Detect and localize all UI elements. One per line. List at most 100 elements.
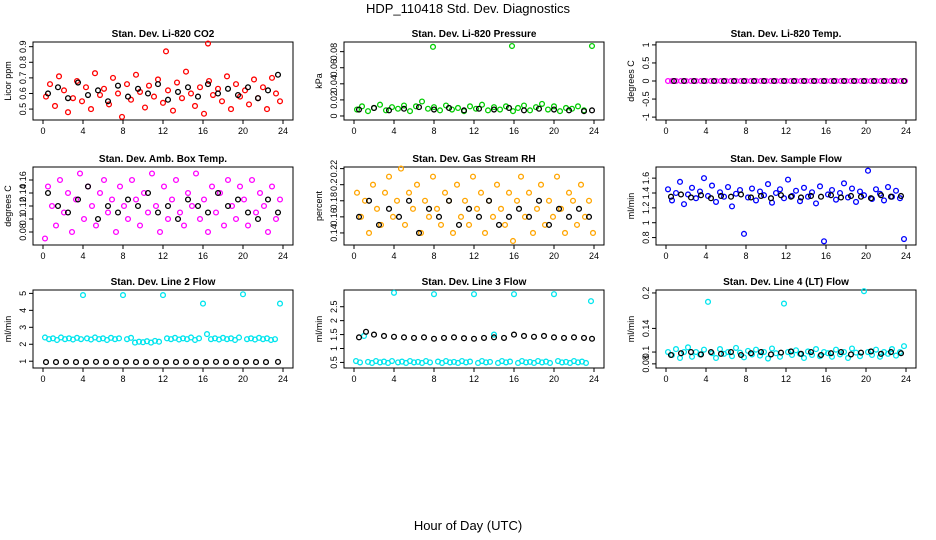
series-1 xyxy=(353,42,596,115)
x-tick-label: 8 xyxy=(120,374,125,384)
x-tick-label: 12 xyxy=(781,374,791,384)
data-point xyxy=(244,209,252,216)
data-point xyxy=(96,189,104,197)
data-point xyxy=(401,221,409,228)
series-2 xyxy=(667,348,905,359)
data-point xyxy=(92,222,100,229)
data-point xyxy=(274,358,282,365)
data-point xyxy=(465,221,473,228)
data-point xyxy=(677,350,685,357)
data-point xyxy=(672,346,680,353)
data-point xyxy=(465,205,473,212)
y-tick-label: 0.06 xyxy=(329,59,339,77)
data-point xyxy=(150,93,158,100)
data-point xyxy=(588,42,596,50)
panel-title: Stan. Dev. Line 2 Flow xyxy=(111,277,216,288)
data-point xyxy=(454,104,462,111)
data-point xyxy=(812,346,820,353)
data-point xyxy=(462,359,470,366)
data-point xyxy=(478,101,486,108)
data-point xyxy=(232,215,240,223)
data-point xyxy=(737,351,745,359)
y-tick-label: 1.4 xyxy=(641,187,651,200)
data-point xyxy=(128,176,136,184)
x-tick-label: 24 xyxy=(901,126,911,136)
data-point xyxy=(502,359,510,366)
data-point xyxy=(69,95,77,102)
panel-1: Stan. Dev. Li-820 CO2 0 4 8 12 16 20 24 0.5 0.6 0.… xyxy=(3,29,294,136)
data-point xyxy=(466,103,474,110)
data-point xyxy=(460,335,468,342)
data-point xyxy=(868,351,876,359)
data-point xyxy=(232,81,240,88)
series-1 xyxy=(41,291,284,346)
data-point xyxy=(174,215,182,223)
data-point xyxy=(732,190,740,197)
x-tick-label: 8 xyxy=(120,126,125,136)
data-point xyxy=(212,358,220,365)
data-point xyxy=(208,183,216,190)
data-point xyxy=(700,77,708,85)
data-point xyxy=(550,103,558,110)
panel-4: Stan. Dev. Amb. Box Temp. 0 4 8 12 16 20 24 0.08… xyxy=(3,154,294,261)
panel-title: Stan. Dev. Line 3 Flow xyxy=(422,277,527,288)
data-point xyxy=(116,183,124,190)
data-point xyxy=(152,358,160,365)
data-point xyxy=(585,213,593,220)
data-point xyxy=(164,87,172,94)
data-point xyxy=(697,192,705,199)
data-point xyxy=(490,334,498,341)
data-point xyxy=(82,84,90,91)
data-point xyxy=(44,189,52,197)
data-point xyxy=(80,215,88,223)
data-point xyxy=(555,205,563,212)
data-point xyxy=(717,350,725,357)
data-point xyxy=(388,357,396,365)
data-point xyxy=(545,197,553,204)
data-point xyxy=(538,359,546,366)
data-point xyxy=(412,103,420,110)
data-point xyxy=(832,196,840,203)
data-point xyxy=(797,194,805,201)
panel-3: Stan. Dev. Li-820 Temp. 0 4 8 12 16 20 24 -1 -0.5… xyxy=(626,29,917,136)
data-point xyxy=(353,106,361,113)
data-point xyxy=(362,328,370,335)
data-point xyxy=(800,77,808,85)
data-point xyxy=(727,348,735,356)
data-point xyxy=(118,113,126,120)
panel-title: Stan. Dev. Sample Flow xyxy=(730,154,842,165)
data-point xyxy=(716,189,724,196)
data-point xyxy=(52,359,60,366)
data-point xyxy=(830,77,838,85)
data-point xyxy=(62,358,70,365)
data-point xyxy=(364,108,372,115)
data-point xyxy=(205,77,213,85)
y-tick-label: 0.1 xyxy=(641,346,651,359)
x-tick-label: 4 xyxy=(391,126,396,136)
data-point xyxy=(52,222,60,229)
data-point xyxy=(750,77,758,85)
data-point xyxy=(141,104,149,111)
data-point xyxy=(760,348,768,356)
y-axis-label: percent xyxy=(314,190,324,221)
data-point xyxy=(760,192,768,199)
data-point xyxy=(100,85,108,92)
data-point xyxy=(144,189,152,197)
y-tick-label: 0.14 xyxy=(329,224,339,242)
data-point xyxy=(195,335,203,342)
data-point xyxy=(538,100,546,107)
data-point xyxy=(162,359,170,366)
y-tick-label: 1.2 xyxy=(641,202,651,215)
data-point xyxy=(844,354,852,362)
data-point xyxy=(234,91,242,99)
data-point xyxy=(56,176,64,184)
data-point xyxy=(668,197,676,204)
data-point xyxy=(505,104,513,111)
y-tick-label: 5 xyxy=(18,291,28,296)
data-point xyxy=(79,292,87,299)
data-point xyxy=(513,197,521,204)
panel-2: Stan. Dev. Li-820 Pressure 0 4 8 12 16 20 24 0 0.… xyxy=(314,29,605,136)
data-point xyxy=(204,228,212,236)
data-point xyxy=(168,196,176,203)
x-tick-label: 20 xyxy=(549,251,559,261)
